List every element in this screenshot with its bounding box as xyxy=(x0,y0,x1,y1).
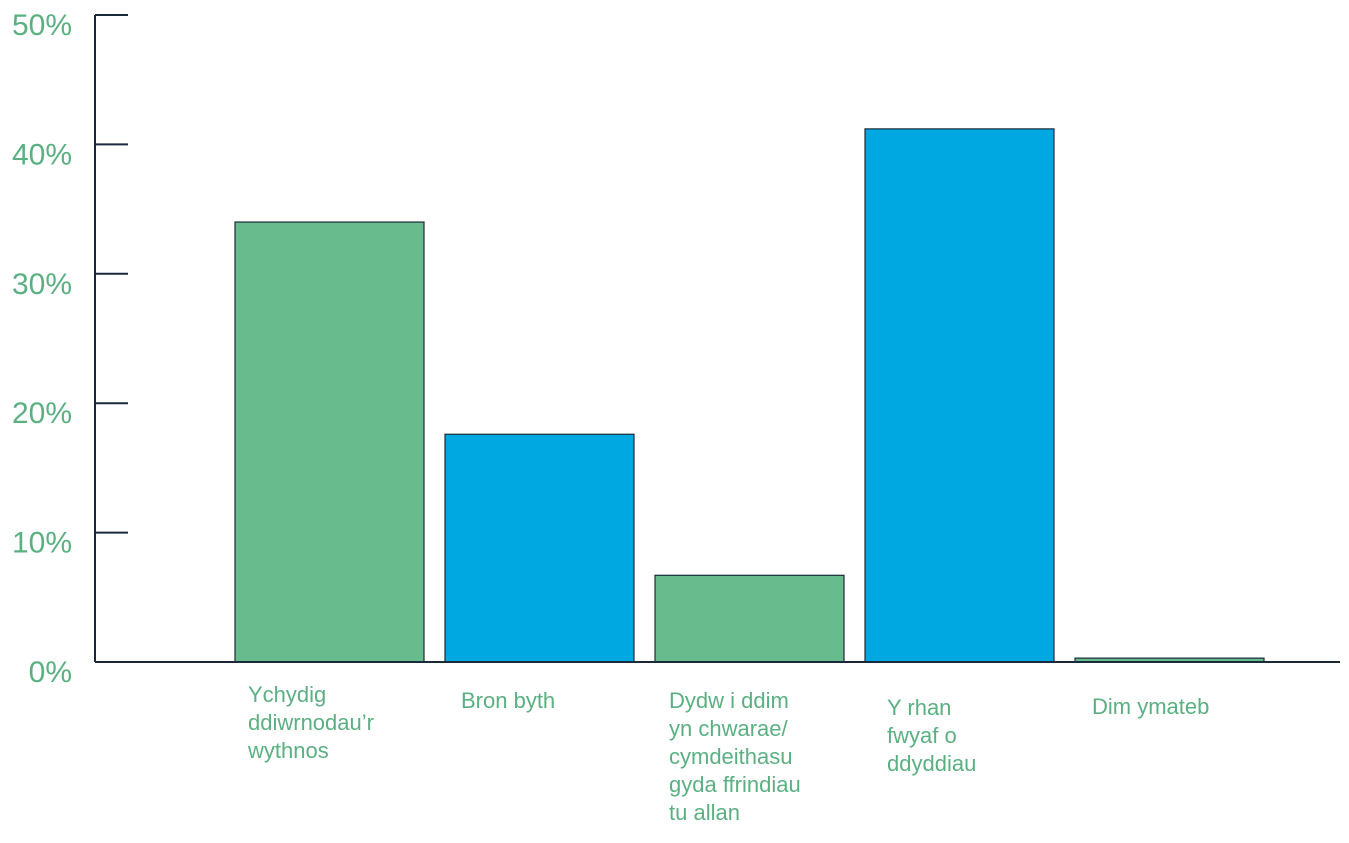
x-category-label: Dim ymateb xyxy=(1092,694,1209,719)
x-labels-layer: Ychydig ddiwrnodau’r wythnos Bron byth Dydw … xyxy=(247,682,1209,825)
y-tick-label: 10% xyxy=(12,527,72,560)
bars-layer xyxy=(234,128,1265,663)
y-tick-label: 20% xyxy=(12,397,72,430)
x-category-label: Bron byth xyxy=(461,688,555,713)
y-tick-label: 30% xyxy=(12,268,72,301)
axes-layer xyxy=(94,15,1340,663)
x-category-label: Dydw i ddim yn chwarae/cymdeithasu gyda ff… xyxy=(669,688,801,825)
x-category-label: Ychydig ddiwrnodau’r wythnos xyxy=(247,682,374,763)
bar-3 xyxy=(654,574,845,663)
y-tick-label: 50% xyxy=(12,9,72,42)
bar-1 xyxy=(234,221,425,663)
y-tick-label: 40% xyxy=(12,138,72,171)
x-category-label: Y rhan fwyaf o ddyddiau xyxy=(887,695,976,776)
bar-2 xyxy=(444,433,635,663)
bar-4 xyxy=(864,128,1055,663)
y-ticks-layer: 0% 10% 20% 30% 40% 50% xyxy=(12,9,128,689)
y-tick-label: 0% xyxy=(29,656,72,689)
